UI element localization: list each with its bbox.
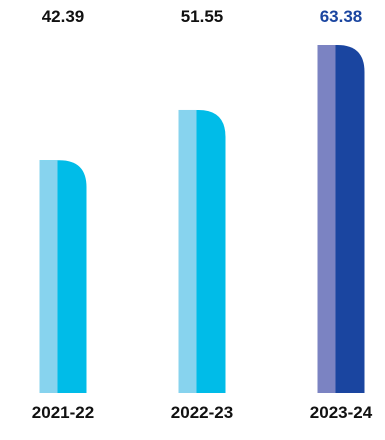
value-label: 42.39: [42, 7, 85, 26]
value-label: 63.38: [320, 7, 363, 26]
category-labels: 2021-22 2022-23 2023-24: [32, 403, 373, 422]
bar-highlight: [39, 160, 58, 393]
bar-highlight: [178, 109, 197, 394]
bar-2022-23: [178, 109, 226, 394]
category-label: 2022-23: [171, 403, 233, 422]
bar-2021-22: [39, 160, 87, 393]
category-label: 2021-22: [32, 403, 94, 422]
category-label: 2023-24: [310, 403, 373, 422]
value-label: 51.55: [181, 7, 224, 26]
value-labels: 42.39 51.55 63.38: [42, 7, 363, 26]
bars-layer: [39, 45, 365, 394]
bar-highlight: [317, 45, 336, 393]
bar-2023-24: [317, 45, 365, 393]
